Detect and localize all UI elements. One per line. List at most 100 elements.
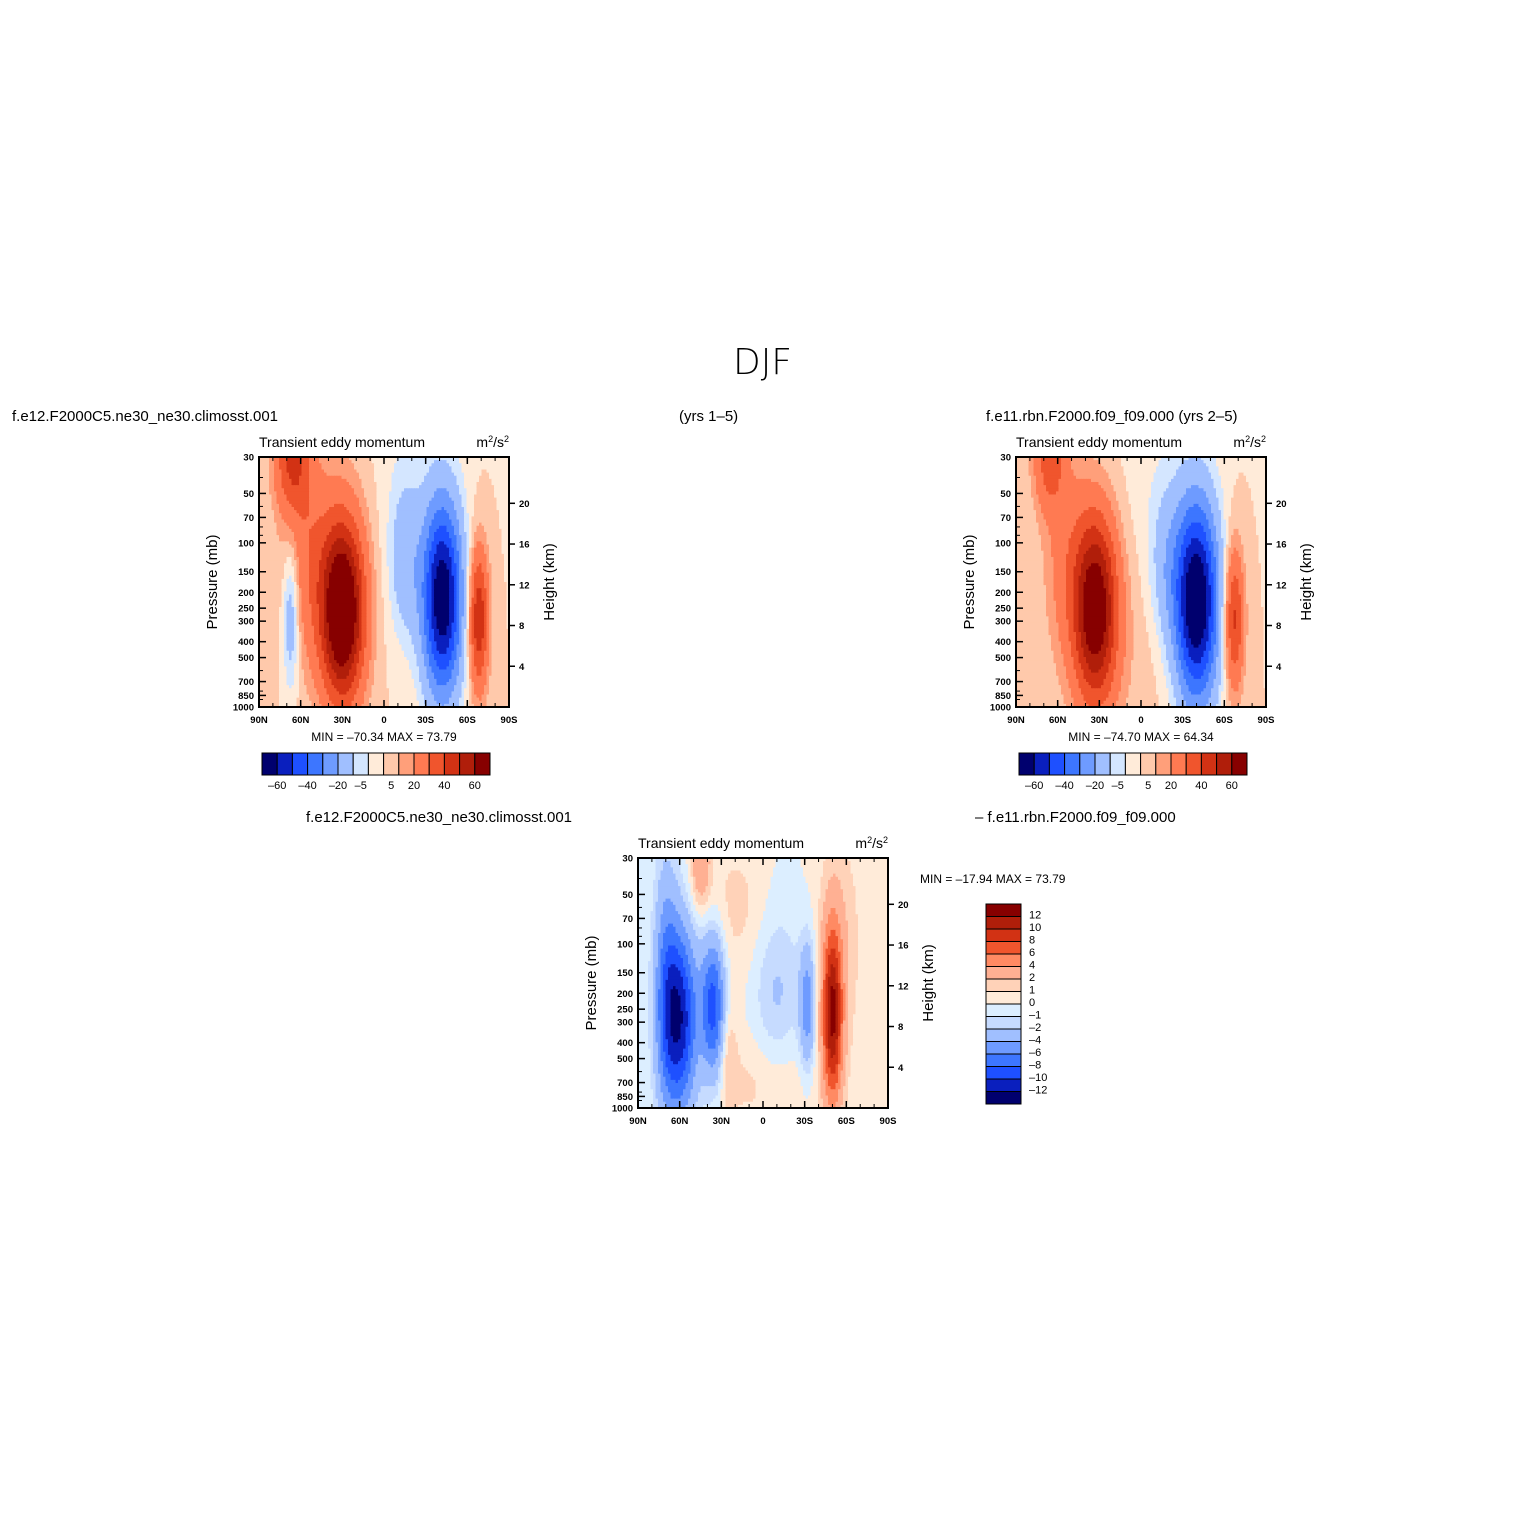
field-cell [409, 525, 413, 530]
field-cell [441, 488, 445, 492]
field-cell [279, 597, 283, 602]
field-cell [416, 597, 420, 602]
field-cell [351, 460, 355, 464]
field-cell [379, 547, 383, 552]
field-cell [261, 532, 265, 536]
field-cell [369, 600, 373, 605]
field-cell [379, 522, 383, 527]
field-cell [269, 607, 273, 611]
field-cell [331, 525, 335, 530]
field-cell [349, 457, 353, 461]
field-cell [399, 547, 403, 552]
field-cell [299, 600, 303, 605]
field-cell [421, 507, 425, 511]
field-cell [454, 557, 458, 561]
field-cell [291, 522, 295, 527]
field-cell [384, 600, 388, 605]
field-cell [346, 457, 350, 461]
field-cell [296, 494, 300, 499]
field-cell [349, 578, 353, 583]
field-cell [346, 550, 350, 555]
field-cell [389, 582, 393, 586]
field-cell [296, 491, 300, 496]
field-cell [339, 535, 343, 539]
field-cell [451, 503, 455, 508]
field-cell [354, 541, 358, 546]
field-cell [489, 572, 493, 577]
field-cell [261, 597, 265, 602]
field-cell [309, 535, 313, 539]
field-cell [261, 566, 265, 571]
field-cell [384, 575, 388, 580]
field-cell [351, 510, 355, 514]
field-cell [444, 572, 448, 577]
field-cell [309, 585, 313, 589]
field-cell [321, 594, 325, 599]
field-cell [461, 519, 465, 524]
field-cell [464, 553, 468, 558]
field-cell [326, 488, 330, 492]
field-cell [371, 607, 375, 611]
field-cell [321, 469, 325, 474]
field-cell [309, 525, 313, 530]
field-cell [434, 566, 438, 571]
field-cell [381, 532, 385, 536]
field-cell [431, 482, 435, 486]
field-cell [356, 497, 360, 502]
field-cell [414, 578, 418, 583]
field-cell [269, 588, 273, 592]
field-cell [344, 507, 348, 511]
field-cell [431, 588, 435, 592]
field-cell [464, 500, 468, 505]
field-cell [496, 553, 500, 558]
field-cell [386, 522, 390, 527]
field-cell [319, 485, 323, 489]
field-cell [404, 557, 408, 561]
field-cell [316, 478, 320, 483]
field-cell [389, 478, 393, 483]
field-cell [499, 600, 503, 605]
field-cell [399, 457, 403, 461]
field-cell [394, 510, 398, 514]
field-cell [341, 535, 345, 539]
field-cell [351, 457, 355, 461]
field-cell [324, 607, 328, 611]
field-cell [359, 610, 363, 614]
field-cell [466, 566, 470, 571]
field-cell [401, 557, 405, 561]
field-cell [349, 585, 353, 589]
field-cell [494, 472, 498, 477]
field-cell [401, 485, 405, 489]
field-cell [306, 597, 310, 602]
field-cell [411, 522, 415, 527]
field-cell [456, 600, 460, 605]
field-cell [306, 525, 310, 530]
field-cell [411, 494, 415, 499]
field-cell [289, 600, 293, 605]
field-cell [336, 560, 340, 564]
field-cell [421, 463, 425, 467]
field-cell [409, 610, 413, 614]
field-cell [439, 588, 443, 592]
field-cell [431, 557, 435, 561]
field-cell [341, 585, 345, 589]
field-cell [459, 588, 463, 592]
field-cell [404, 519, 408, 524]
field-cell [326, 607, 330, 611]
field-cell [401, 560, 405, 564]
field-cell [356, 560, 360, 564]
field-cell [334, 503, 338, 508]
field-cell [459, 497, 463, 502]
field-cell [299, 597, 303, 602]
field-cell [494, 603, 498, 608]
field-cell [471, 519, 475, 524]
field-cell [409, 594, 413, 599]
field-cell [299, 557, 303, 561]
field-cell [396, 578, 400, 583]
field-cell [484, 500, 488, 505]
field-cell [289, 485, 293, 489]
field-cell [464, 469, 468, 474]
field-cell [449, 482, 453, 486]
field-cell [391, 457, 395, 461]
field-cell [331, 544, 335, 549]
